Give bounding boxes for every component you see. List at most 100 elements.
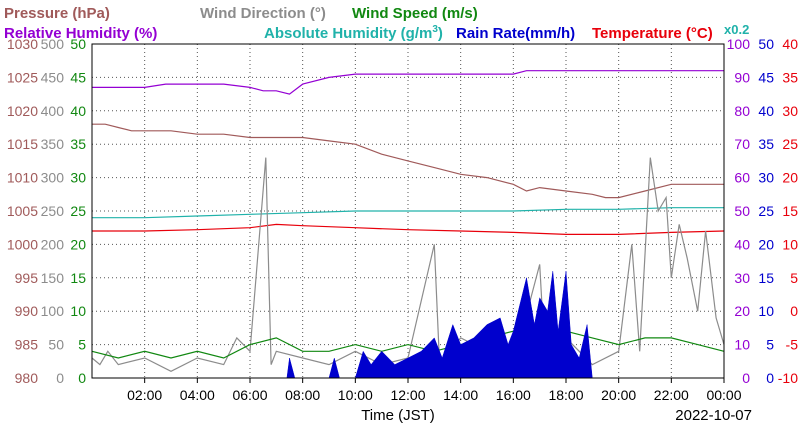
x-tick-label: 08:00 xyxy=(285,387,320,403)
right-axes: 1009080706050403020100504540353025201510… xyxy=(727,36,799,386)
x-tick-label: 00:00 xyxy=(706,387,741,403)
tick-label-humidity: 50 xyxy=(734,203,750,219)
series-temperature xyxy=(92,223,725,235)
tick-label-rain-rate: 30 xyxy=(758,170,774,186)
series-layer xyxy=(91,70,725,379)
tick-label-wind-direction: 350 xyxy=(41,136,65,152)
tick-label-wind-speed: 5 xyxy=(78,337,86,353)
tick-label-pressure: 1025 xyxy=(7,69,38,85)
legend-absolute-humidity-sup: 3 xyxy=(432,24,438,35)
tick-label-humidity: 10 xyxy=(734,337,750,353)
tick-label-wind-speed: 15 xyxy=(70,270,86,286)
tick-label-pressure: 985 xyxy=(15,337,39,353)
tick-label-pressure: 995 xyxy=(15,270,39,286)
x-axis-title: Time (JST) xyxy=(361,407,435,424)
tick-label-humidity: 60 xyxy=(734,170,750,186)
tick-label-pressure: 1015 xyxy=(7,136,38,152)
tick-label-temperature: 40 xyxy=(782,36,798,52)
tick-label-wind-speed: 50 xyxy=(70,36,86,52)
legend: Pressure (hPa) Wind Direction (°) Wind S… xyxy=(4,5,749,42)
tick-label-wind-direction: 300 xyxy=(41,170,65,186)
x-tick-label: 12:00 xyxy=(390,387,425,403)
x-axis: 02:00 04:00 06:00 08:00 10:00 12:00 14:00 16:00… xyxy=(127,378,742,403)
x-tick-label: 02:00 xyxy=(127,387,162,403)
tick-label-wind-direction: 0 xyxy=(56,370,64,386)
tick-label-wind-speed: 35 xyxy=(70,136,86,152)
tick-label-wind-speed: 25 xyxy=(70,203,86,219)
legend-absolute-humidity-text: Absolute Humidity (g/m xyxy=(264,25,432,42)
legend-relative-humidity: Relative Humidity (%) xyxy=(4,25,157,42)
tick-label-wind-direction: 100 xyxy=(41,303,65,319)
tick-label-wind-direction: 150 xyxy=(41,270,65,286)
x-tick-label: 14:00 xyxy=(443,387,478,403)
tick-label-rain-rate: 0 xyxy=(766,370,774,386)
tick-label-rain-rate: 5 xyxy=(766,337,774,353)
x-tick-label: 06:00 xyxy=(232,387,267,403)
x-tick-label: 20:00 xyxy=(601,387,636,403)
tick-label-rain-rate: 10 xyxy=(758,303,774,319)
tick-label-wind-direction: 50 xyxy=(48,337,64,353)
x-tick-label: 16:00 xyxy=(496,387,531,403)
tick-label-pressure: 1030 xyxy=(7,36,38,52)
legend-rain-rate: Rain Rate(mm/h) xyxy=(456,25,575,42)
tick-label-pressure: 1005 xyxy=(7,203,38,219)
series-rel-humidity xyxy=(92,70,724,95)
tick-label-rain-rate: 15 xyxy=(758,270,774,286)
tick-label-rain-rate: 35 xyxy=(758,136,774,152)
tick-label-humidity: 30 xyxy=(734,270,750,286)
tick-label-pressure: 1010 xyxy=(7,170,38,186)
x-tick-label: 04:00 xyxy=(180,387,215,403)
legend-temperature: Temperature (°C) xyxy=(592,25,713,42)
tick-label-wind-speed: 20 xyxy=(70,236,86,252)
tick-label-wind-direction: 250 xyxy=(41,203,65,219)
tick-label-temperature: 15 xyxy=(782,203,798,219)
tick-label-pressure: 990 xyxy=(15,303,39,319)
series-pressure xyxy=(92,123,724,199)
tick-label-humidity: 40 xyxy=(734,236,750,252)
legend-absolute-humidity: Absolute Humidity (g/m3) xyxy=(264,24,443,42)
tick-label-pressure: 980 xyxy=(15,370,39,386)
x-tick-label: 22:00 xyxy=(654,387,689,403)
tick-label-wind-speed: 10 xyxy=(70,303,86,319)
date-label: 2022-10-07 xyxy=(675,407,752,424)
tick-label-humidity: 0 xyxy=(742,370,750,386)
tick-label-wind-speed: 40 xyxy=(70,103,86,119)
tick-label-rain-rate: 50 xyxy=(758,36,774,52)
legend-wind-direction: Wind Direction (°) xyxy=(200,5,326,22)
legend-absolute-humidity-close: ) xyxy=(438,25,443,42)
tick-label-temperature: 0 xyxy=(790,303,798,319)
tick-label-rain-rate: 40 xyxy=(758,103,774,119)
tick-label-temperature: 25 xyxy=(782,136,798,152)
tick-label-temperature: 5 xyxy=(790,270,798,286)
tick-label-temperature: 20 xyxy=(782,170,798,186)
scale-note: x0.2 xyxy=(724,22,749,37)
tick-label-rain-rate: 20 xyxy=(758,236,774,252)
legend-wind-speed: Wind Speed (m/s) xyxy=(352,5,478,22)
tick-label-humidity: 80 xyxy=(734,103,750,119)
x-tick-label: 10:00 xyxy=(338,387,373,403)
tick-label-temperature: 35 xyxy=(782,69,798,85)
series-rain-rate xyxy=(286,271,724,379)
tick-label-temperature: -5 xyxy=(786,337,799,353)
tick-label-wind-direction: 500 xyxy=(41,36,65,52)
tick-label-wind-speed: 45 xyxy=(70,69,86,85)
tick-label-humidity: 70 xyxy=(734,136,750,152)
series-abs-humidity xyxy=(92,207,724,219)
legend-pressure: Pressure (hPa) xyxy=(4,5,110,22)
tick-label-temperature: -10 xyxy=(778,370,798,386)
tick-label-wind-speed: 0 xyxy=(78,370,86,386)
tick-label-pressure: 1000 xyxy=(7,236,38,252)
tick-label-rain-rate: 45 xyxy=(758,69,774,85)
tick-label-wind-speed: 30 xyxy=(70,170,86,186)
tick-label-wind-direction: 200 xyxy=(41,236,65,252)
x-tick-label: 18:00 xyxy=(548,387,583,403)
tick-label-humidity: 90 xyxy=(734,69,750,85)
tick-label-temperature: 10 xyxy=(782,236,798,252)
tick-label-wind-direction: 400 xyxy=(41,103,65,119)
tick-label-humidity: 100 xyxy=(727,36,751,52)
tick-label-humidity: 20 xyxy=(734,303,750,319)
tick-label-wind-direction: 450 xyxy=(41,69,65,85)
left-axes: 1030102510201015101010051000995990985980… xyxy=(7,36,86,386)
series-wind-speed xyxy=(91,323,725,359)
